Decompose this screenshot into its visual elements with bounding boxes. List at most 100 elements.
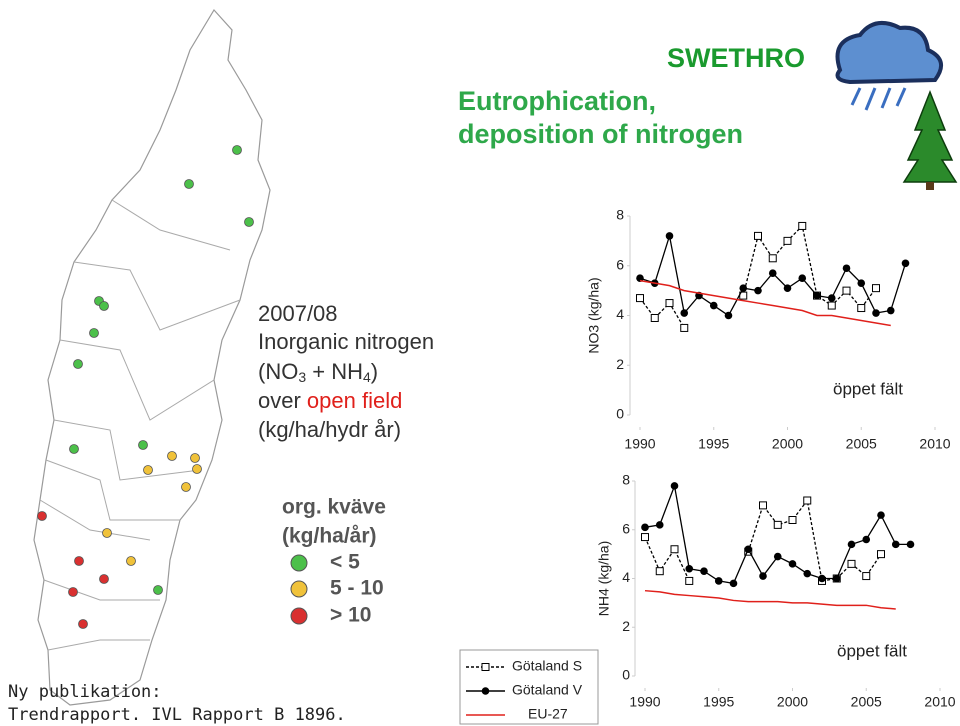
point [724,311,733,320]
x-tick-label: 2005 [851,694,882,710]
point [670,482,679,490]
map-legend-item: > 10 [330,604,371,627]
formula-part: + NH [306,359,363,384]
point [818,574,826,583]
county-borders [39,199,241,651]
point [650,313,659,322]
point [857,304,866,313]
point [744,545,753,554]
point [754,286,762,295]
point [798,274,807,282]
y-axis-label: NO3 (kg/ha) [586,277,602,353]
point [847,540,856,549]
formula-sub: 3 [298,369,306,385]
y-tick-label: 6 [622,520,630,536]
y-tick-label: 8 [622,472,630,488]
brand: SWETHRO [667,43,805,73]
map-text-part: over [258,388,307,413]
map-legend-item: < 5 [330,551,360,574]
point [754,231,762,240]
point [901,259,910,268]
legend-box [459,649,599,725]
map-text: 2007/08 Inorganic nitrogen (NO3 + NH4) o… [258,301,434,442]
point [685,564,694,573]
series-line [742,224,877,310]
x-tick-label: 1990 [624,436,655,452]
x-tick-label: 2010 [924,694,955,710]
legend-label: EU-27 [528,706,568,722]
y-tick-label: 0 [622,667,630,683]
sweden-outline [33,8,271,706]
point [641,533,649,542]
point [872,309,880,317]
x-tick-label: 2000 [777,694,808,710]
point [636,294,644,303]
point [798,221,807,230]
series-line [639,279,891,327]
formula-part: (NO [258,359,298,384]
legend-label: Götaland V [512,682,583,698]
map-text-line: (NO3 + NH4) [258,359,378,385]
point [759,501,767,510]
point [891,540,900,549]
point [641,523,649,532]
point [665,299,674,308]
y-tick-label: 0 [616,406,624,422]
point [877,550,885,559]
formula-sub: 4 [363,369,371,385]
map-text-line: (kg/ha/hydr år) [258,417,401,442]
tree-icon [902,89,958,190]
point [709,301,718,310]
series-line [644,483,911,585]
point [685,576,694,585]
legend-dot [290,580,308,598]
point [906,540,915,549]
map-dots [37,145,254,629]
cloud-icon [835,20,944,111]
y-tick-label: 4 [622,569,630,585]
point [670,545,679,554]
formula-part: ) [371,359,378,384]
point [739,284,748,292]
point [729,579,738,588]
point [827,301,836,310]
map-text-line: over open field [258,388,402,413]
point [886,306,895,315]
point [773,520,782,529]
legend-marker [481,663,490,671]
legend-marker [481,687,490,695]
map-text-line: Inorganic nitrogen [258,329,434,354]
legend-dot [290,607,308,625]
legend-dot [290,554,308,572]
point [877,511,885,519]
point [759,572,767,580]
point [768,269,777,278]
point [862,535,871,544]
legend-label: Götaland S [512,658,582,674]
y-tick-label: 6 [616,256,624,272]
series-line [639,297,685,329]
map-text-highlight: open field [307,388,402,413]
point [832,574,841,583]
point [857,279,866,287]
x-tick-label: 1995 [698,436,729,452]
series-line [747,498,882,582]
y-axis-label: NH4 (kg/ha) [596,541,612,616]
x-tick-label: 2005 [846,436,877,452]
map-legend: org. kväve (kg/ha/år) < 5 5 - 10 > 10 [282,496,386,627]
point [783,236,792,245]
point [803,496,812,505]
point [768,254,777,263]
point [842,286,851,295]
title-line: deposition of nitrogen [458,119,743,149]
x-tick-label: 1995 [703,694,734,710]
point [803,569,812,578]
point [655,567,664,576]
point [665,232,674,240]
annotation: öppet fält [833,379,903,398]
point [773,552,782,561]
x-tick-label: 2010 [919,436,950,452]
point [783,284,792,292]
point [680,309,689,317]
